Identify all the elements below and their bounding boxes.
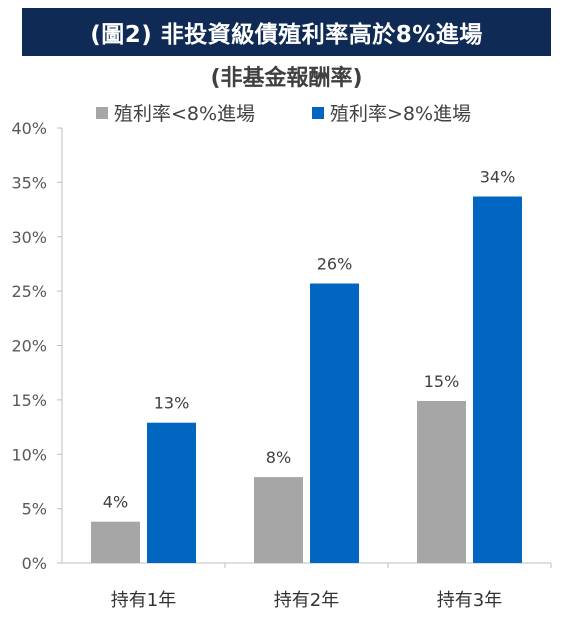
- x-category-label: 持有1年: [111, 590, 176, 611]
- legend-swatch: [96, 107, 108, 119]
- x-category-label: 持有3年: [437, 590, 502, 611]
- data-label: 4%: [103, 493, 128, 512]
- bar-low: [417, 400, 466, 563]
- chart-title-bar: (圖2) 非投資級債殖利率高於8%進場: [22, 8, 551, 56]
- y-tick-label: 25%: [11, 282, 47, 301]
- data-label: 15%: [424, 372, 460, 391]
- legend-swatch: [312, 107, 324, 119]
- chart-subtitle: (非基金報酬率): [210, 66, 363, 91]
- bar-low: [254, 477, 303, 563]
- data-label: 13%: [154, 394, 190, 413]
- bar-high: [310, 283, 359, 563]
- data-label: 26%: [317, 255, 353, 274]
- bar-high: [473, 196, 522, 563]
- data-label: 34%: [480, 168, 516, 187]
- chart-title: (圖2) 非投資級債殖利率高於8%進場: [90, 22, 483, 48]
- legend-label: 殖利率>8%進場: [330, 103, 471, 125]
- y-tick-label: 35%: [11, 173, 47, 192]
- y-tick-label: 30%: [11, 228, 47, 247]
- y-tick-label: 10%: [11, 445, 47, 464]
- data-label: 8%: [266, 448, 291, 467]
- bar-high: [147, 422, 196, 563]
- y-tick-label: 5%: [22, 500, 47, 519]
- y-tick-label: 20%: [11, 337, 47, 356]
- x-category-label: 持有2年: [274, 590, 339, 611]
- y-tick-label: 15%: [11, 391, 47, 410]
- bar-low: [91, 521, 140, 563]
- y-tick-label: 40%: [11, 119, 47, 138]
- legend-label: 殖利率<8%進場: [114, 103, 255, 125]
- y-tick-label: 0%: [22, 554, 47, 573]
